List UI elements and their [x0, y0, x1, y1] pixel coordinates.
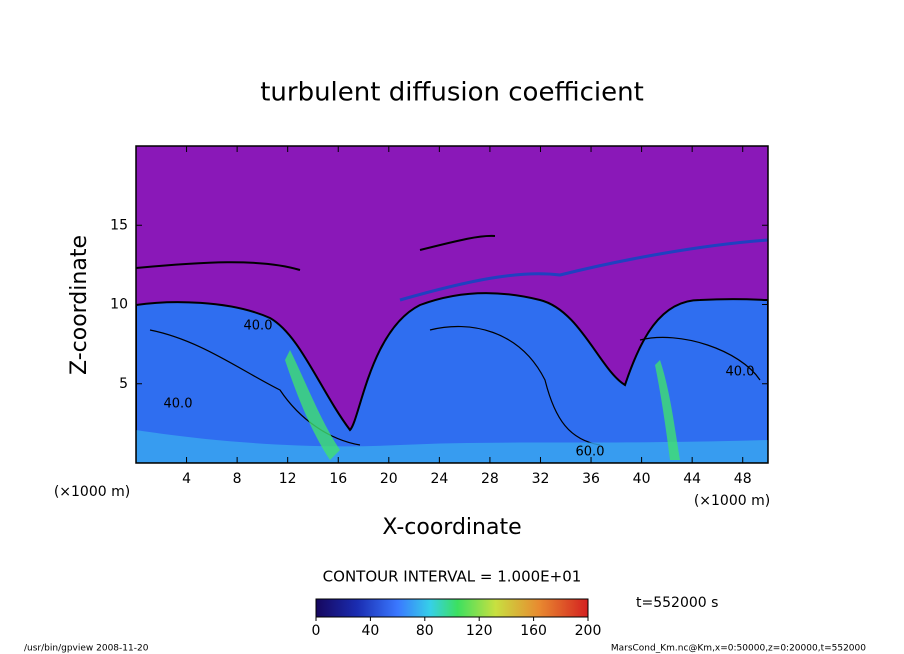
- y-unit: (×1000 m): [54, 484, 130, 500]
- contour-interval: CONTOUR INTERVAL = 1.000E+01: [323, 568, 582, 586]
- x-tick-label: 8: [233, 471, 242, 487]
- x-axis-label: X-coordinate: [382, 515, 521, 540]
- colorbar-tick-label: 120: [466, 623, 493, 639]
- chart-title: turbulent diffusion coefficient: [260, 78, 644, 108]
- x-tick-label: 24: [430, 471, 448, 487]
- footer-right: MarsCond_Km.nc@Km,x=0:50000,z=0:20000,t=…: [611, 644, 866, 654]
- colorbar: [315, 598, 589, 618]
- footer-left: /usr/bin/gpview 2008-11-20: [24, 644, 149, 654]
- contour-label: 40.0: [726, 365, 755, 380]
- x-tick-label: 12: [279, 471, 297, 487]
- x-tick-label: 48: [734, 471, 752, 487]
- time-label: t=552000 s: [636, 595, 718, 611]
- colorbar-tick-label: 200: [575, 623, 602, 639]
- colorbar-tick-label: 40: [361, 623, 379, 639]
- x-tick-label: 20: [380, 471, 398, 487]
- contour-label: 40.0: [244, 319, 273, 334]
- colorbar-tick-label: 80: [416, 623, 434, 639]
- x-tick-label: 28: [481, 471, 499, 487]
- x-tick-label: 16: [329, 471, 347, 487]
- contour-label: 40.0: [164, 397, 193, 412]
- y-tick-label: 15: [110, 217, 128, 233]
- x-tick-label: 32: [532, 471, 550, 487]
- x-unit: (×1000 m): [694, 493, 770, 509]
- y-tick-label: 5: [119, 376, 128, 392]
- contour-field: [136, 146, 768, 463]
- colorbar-tick-label: 160: [520, 623, 547, 639]
- contour-label: 60.0: [576, 445, 605, 460]
- x-tick-label: 40: [633, 471, 651, 487]
- colorbar-tick-label: 0: [312, 623, 321, 639]
- x-tick-label: 36: [582, 471, 600, 487]
- x-tick-label: 44: [683, 471, 701, 487]
- y-axis-label: Z-coordinate: [67, 235, 92, 375]
- y-tick-label: 10: [110, 297, 128, 313]
- x-tick-label: 4: [182, 471, 191, 487]
